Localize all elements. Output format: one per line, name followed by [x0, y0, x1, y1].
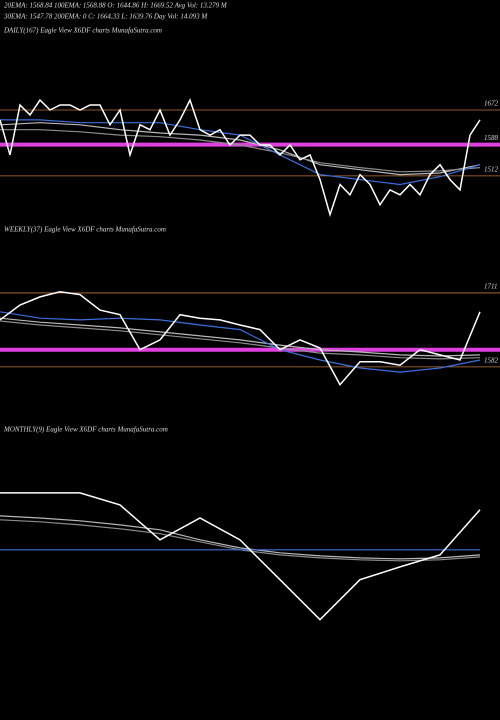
series-line [0, 492, 481, 621]
panel-title: DAILY(167) Eagle View X6DF charts Munafa… [3, 27, 162, 35]
y-tick-label: 1588 [484, 134, 499, 142]
series-line [0, 320, 481, 360]
panel-title: MONTHLY(9) Eagle View X6DF charts Munafa… [3, 426, 168, 434]
y-tick-label: 1512 [484, 165, 499, 173]
header-line: 30EMA: 1547.78 200EMA: 0 C: 1664.33 L: 1… [3, 13, 208, 21]
series-line [0, 317, 481, 357]
series-line [0, 311, 481, 373]
series-line [0, 515, 481, 560]
series-line [0, 122, 481, 176]
series-line [0, 291, 481, 387]
panel-title: WEEKLY(37) Eagle View X6DF charts Munafa… [4, 226, 166, 234]
series-line [0, 98, 481, 218]
y-tick-label: 1582 [484, 357, 499, 365]
y-tick-label: 1672 [484, 100, 499, 108]
header-line: 20EMA: 1568.84 100EMA: 1568.88 O: 1644.8… [4, 2, 228, 10]
y-tick-label: 1711 [484, 283, 497, 291]
series-line [0, 129, 481, 173]
